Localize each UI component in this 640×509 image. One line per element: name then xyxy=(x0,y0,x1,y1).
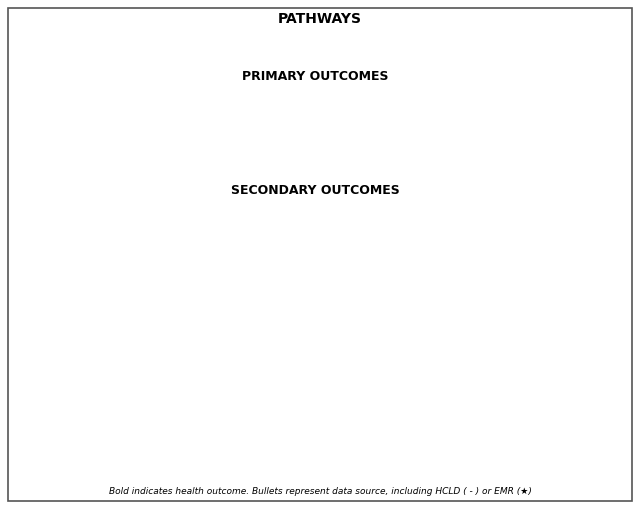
Text: -  Social isolation: - Social isolation xyxy=(430,256,519,266)
Text: (financial participation,: (financial participation, xyxy=(20,334,151,344)
Polygon shape xyxy=(95,74,125,89)
Text: over at time of visit: over at time of visit xyxy=(20,308,132,318)
Text: ★  Number of: ★ Number of xyxy=(20,217,99,227)
Text: comorbidities: comorbidities xyxy=(20,256,115,266)
Polygon shape xyxy=(510,84,540,89)
Text: -  # of bad mental days: - # of bad mental days xyxy=(430,217,553,227)
Text: -  Perceived stress: - Perceived stress xyxy=(220,321,329,331)
Text: comorbidities: comorbidities xyxy=(20,230,115,240)
Text: savings behavior): savings behavior) xyxy=(20,347,123,357)
Text: Bold indicates health outcome. Bullets represent data source, including HCLD ( -: Bold indicates health outcome. Bullets r… xyxy=(109,487,531,495)
Text: programs: programs xyxy=(430,295,490,305)
Text: -  Amount of SNAP left: - Amount of SNAP left xyxy=(20,295,136,305)
Bar xyxy=(101,49,119,74)
Text: Crossroads visits: Crossroads visits xyxy=(220,139,322,149)
Text: utilization: utilization xyxy=(220,243,294,253)
Polygon shape xyxy=(300,84,330,89)
Text: preventative care: preventative care xyxy=(220,230,339,240)
Text: -  Increased self-rated: - Increased self-rated xyxy=(220,97,355,107)
Bar xyxy=(215,211,415,474)
Text: -  Greater number of: - Greater number of xyxy=(220,125,333,135)
Bar xyxy=(425,91,625,179)
Text: 2. Increased social connectivity with community members: 2. Increased social connectivity with co… xyxy=(250,58,575,68)
Text: health: health xyxy=(220,111,270,121)
Text: medication underuse: medication underuse xyxy=(20,282,156,292)
Bar xyxy=(425,211,625,474)
Text: -  # of bad physical days: - # of bad physical days xyxy=(220,308,364,318)
Bar xyxy=(15,23,405,49)
Text: -  Reduced BMI: - Reduced BMI xyxy=(20,111,112,121)
Text: PATHWAYS: PATHWAYS xyxy=(278,12,362,26)
Text: food assistance: food assistance xyxy=(430,282,521,292)
Bar xyxy=(200,50,625,76)
Text: -  More consistent: - More consistent xyxy=(430,97,527,107)
Text: -  Shorter travel time to: - Shorter travel time to xyxy=(20,125,149,135)
Bar xyxy=(15,211,205,474)
Text: -  Perceived social: - Perceived social xyxy=(430,230,524,240)
Bar xyxy=(15,91,205,179)
Text: ★  Healthcare utilization: ★ Healthcare utilization xyxy=(220,217,365,227)
Text: 1. Increased access to healthy food: 1. Increased access to healthy food xyxy=(90,30,300,42)
Text: preventable: preventable xyxy=(220,282,296,292)
Text: employment: employment xyxy=(430,111,509,121)
Text: inpatient, ED visits: inpatient, ED visits xyxy=(220,269,341,279)
Text: -  Economic insecurity: - Economic insecurity xyxy=(20,321,136,331)
Text: support: support xyxy=(430,243,480,253)
Text: -  Enrollment in federal: - Enrollment in federal xyxy=(430,269,550,279)
Bar xyxy=(306,76,324,84)
Text: PRIMARY OUTCOMES: PRIMARY OUTCOMES xyxy=(242,70,388,82)
Bar xyxy=(215,91,415,179)
Text: # outpatient,: # outpatient, xyxy=(220,256,303,266)
Text: hospitalizations: hospitalizations xyxy=(220,295,325,305)
Text: SECONDARY OUTCOMES: SECONDARY OUTCOMES xyxy=(230,184,399,196)
Text: food distribution site: food distribution site xyxy=(20,139,143,149)
Text: ★  Severity of: ★ Severity of xyxy=(20,243,101,253)
Bar xyxy=(516,76,534,84)
Text: -  Increased food security: - Increased food security xyxy=(20,97,177,107)
Text: -  # of anxious days: - # of anxious days xyxy=(220,334,336,344)
Text: -  Cost-related: - Cost-related xyxy=(20,269,104,279)
